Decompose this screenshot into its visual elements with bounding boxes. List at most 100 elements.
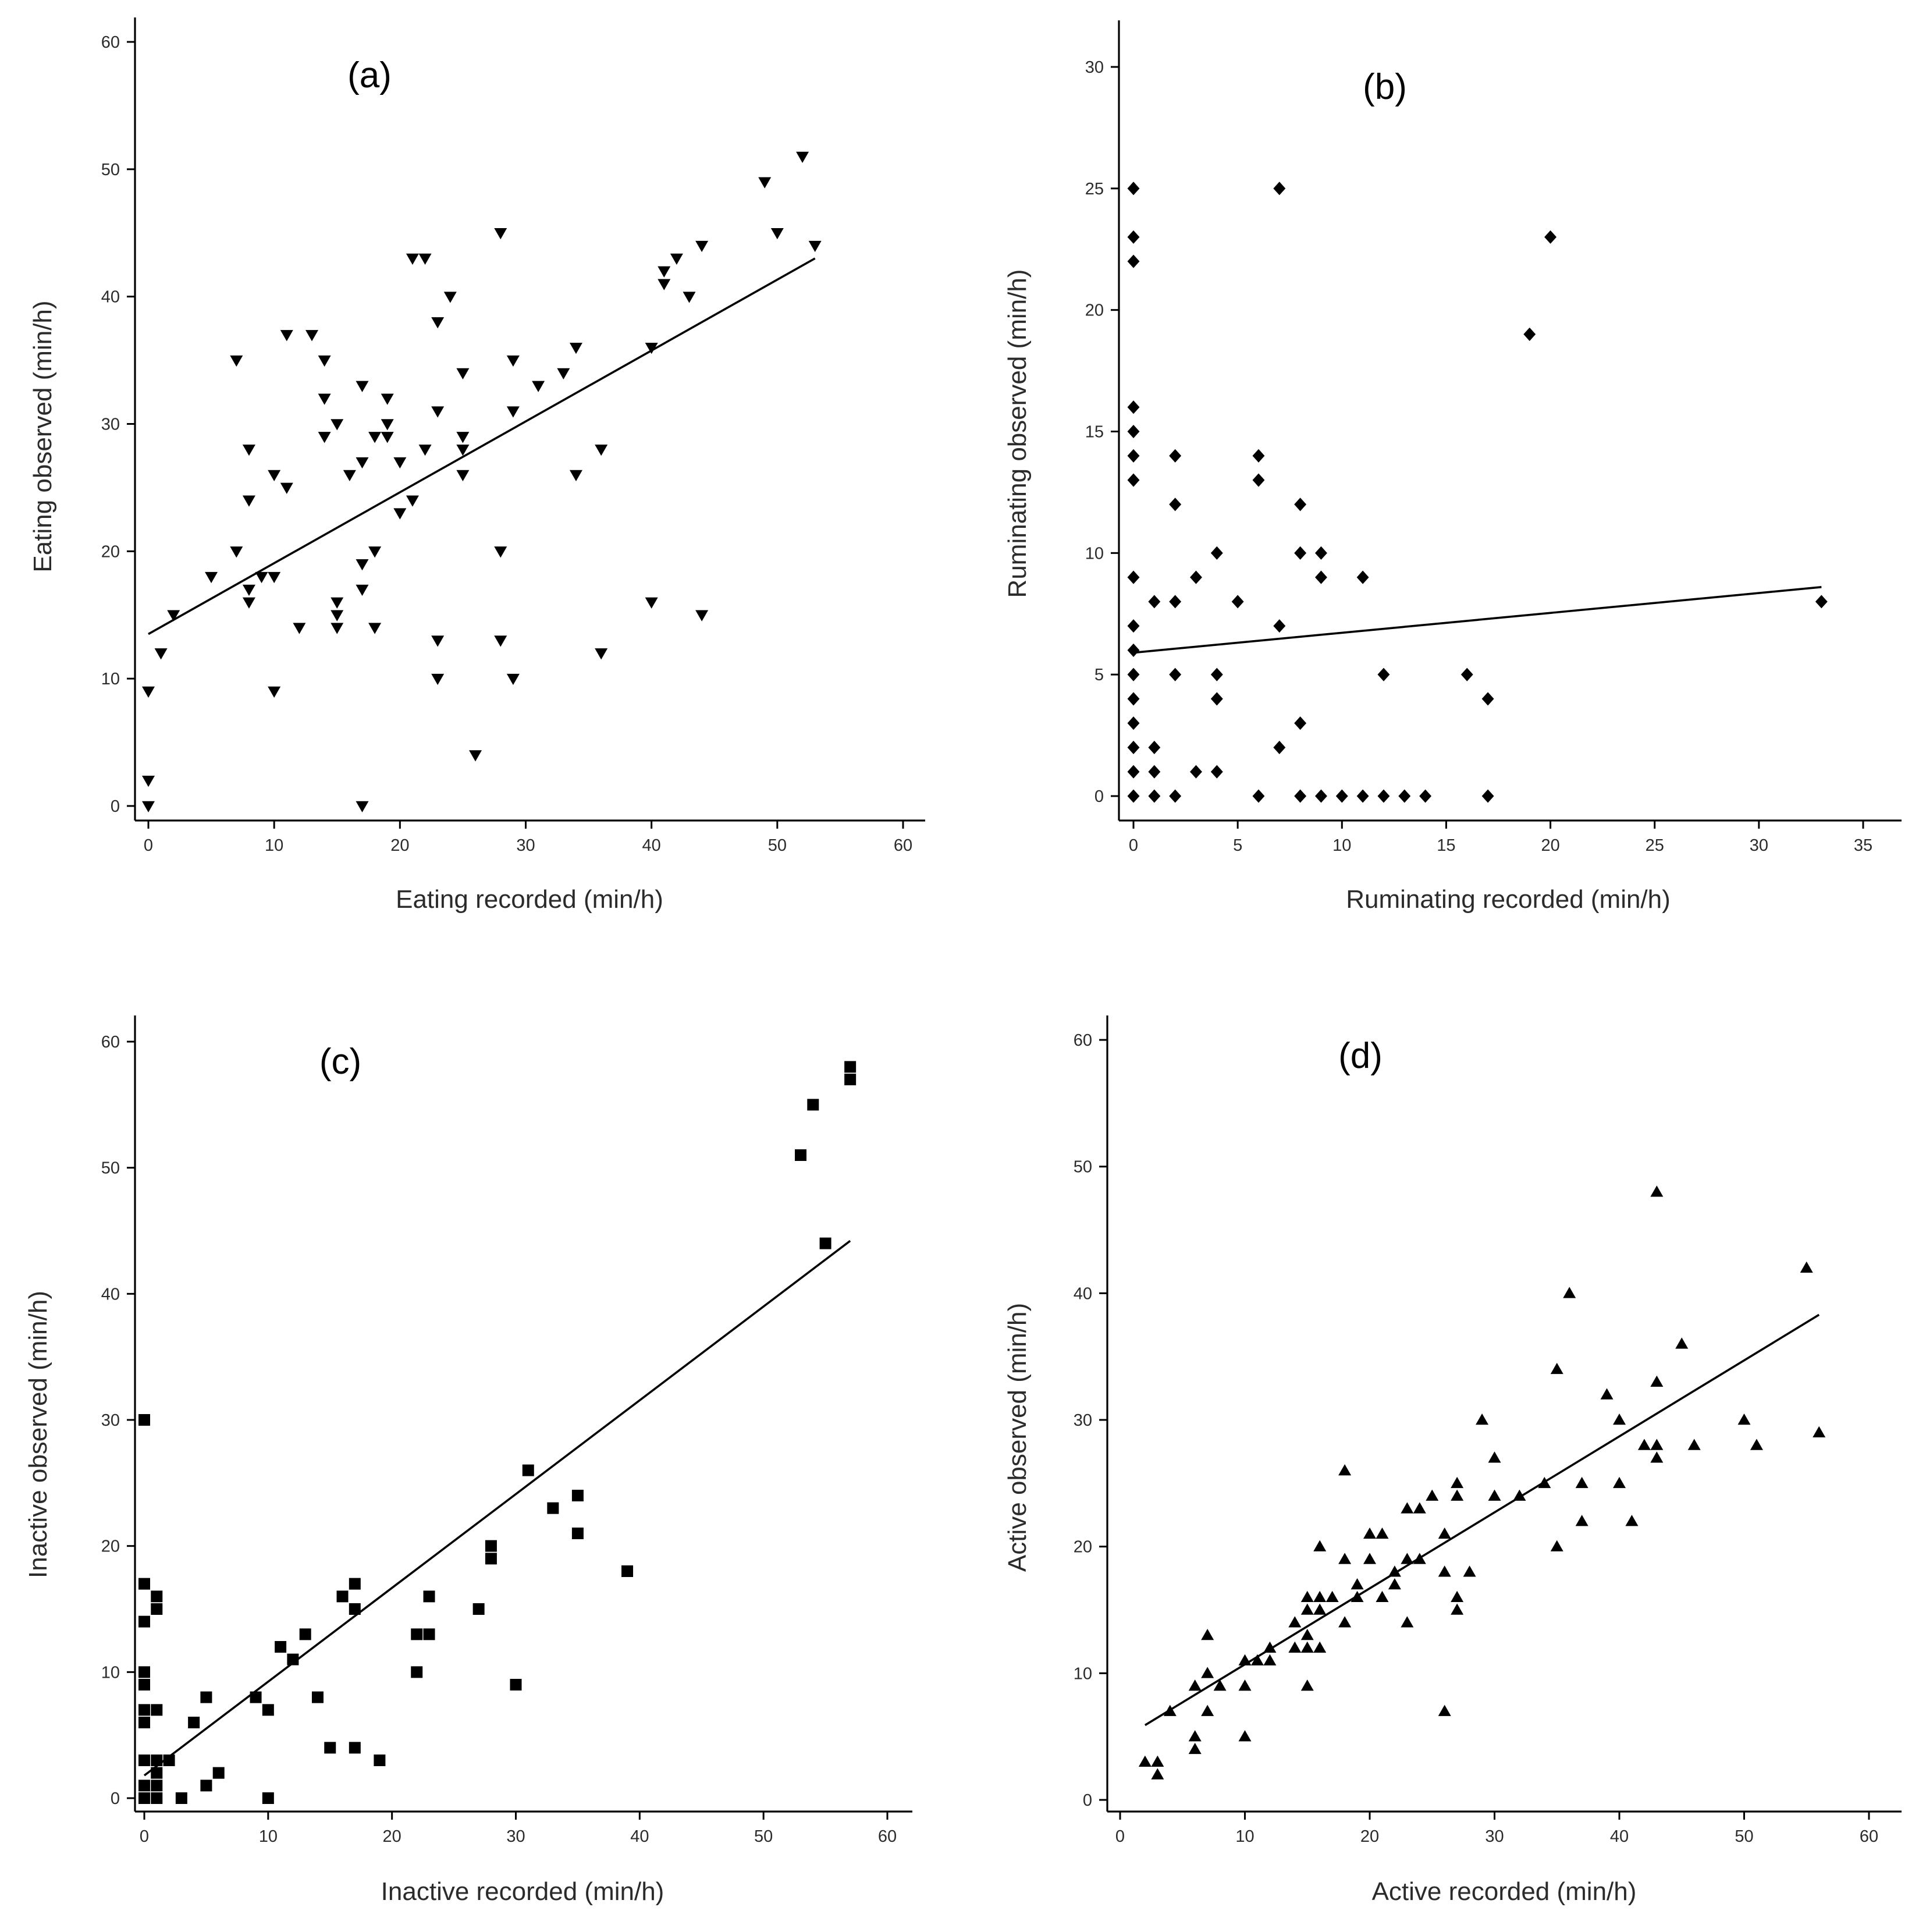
- x-tick-label: 40: [642, 836, 661, 855]
- data-point: [695, 240, 709, 253]
- data-point: [1127, 643, 1140, 657]
- data-point: [268, 470, 281, 482]
- panel-b-ylabel: Ruminating observed (min/h): [1003, 269, 1032, 598]
- data-point: [287, 1653, 299, 1665]
- data-point: [456, 470, 470, 482]
- data-point: [349, 1578, 361, 1590]
- data-point: [1148, 765, 1161, 779]
- data-point: [1550, 1540, 1563, 1551]
- x-tick-label: 30: [516, 836, 535, 855]
- data-point: [1313, 1540, 1327, 1551]
- y-tick-label: 5: [1094, 666, 1104, 684]
- data-point: [1401, 1616, 1414, 1628]
- data-point: [1338, 1553, 1352, 1564]
- y-tick-label: 25: [1085, 180, 1104, 198]
- panel-d-ylabel: Active observed (min/h): [1003, 1303, 1032, 1572]
- data-point: [431, 635, 445, 647]
- y-tick-label: 60: [101, 33, 120, 52]
- x-tick-label: 10: [1332, 836, 1351, 855]
- x-tick-label: 60: [894, 836, 912, 855]
- y-tick-label: 0: [1083, 1791, 1092, 1810]
- data-point: [331, 419, 344, 431]
- data-point: [1377, 667, 1390, 681]
- data-point: [658, 266, 671, 278]
- panel-b-xlabel: Ruminating recorded (min/h): [1346, 885, 1671, 914]
- data-point: [1127, 667, 1140, 681]
- data-point: [1151, 1755, 1164, 1767]
- data-point: [1294, 498, 1307, 512]
- data-point: [374, 1755, 386, 1766]
- data-point: [1190, 570, 1202, 584]
- data-point: [1351, 1590, 1364, 1602]
- data-point: [349, 1742, 361, 1754]
- regression-line: [1133, 586, 1822, 654]
- data-point: [494, 546, 507, 558]
- data-point: [1363, 1553, 1376, 1564]
- data-point: [1263, 1654, 1277, 1665]
- panel-a-xlabel: Eating recorded (min/h): [396, 885, 663, 914]
- data-point: [349, 1603, 361, 1615]
- data-point: [1127, 740, 1140, 755]
- data-point: [368, 623, 382, 634]
- data-point: [1550, 1362, 1563, 1375]
- data-point: [1263, 1641, 1277, 1653]
- data-point: [494, 228, 507, 240]
- data-point: [423, 1628, 435, 1640]
- data-point: [356, 381, 369, 392]
- data-point: [1300, 1641, 1314, 1653]
- y-tick-label: 20: [1085, 301, 1104, 320]
- data-point: [250, 1691, 262, 1703]
- panel-c-ylabel: Inactive observed (min/h): [24, 1291, 52, 1578]
- data-point: [1169, 667, 1182, 681]
- data-point: [1210, 667, 1223, 681]
- data-point: [167, 610, 180, 621]
- data-point: [1127, 182, 1140, 196]
- y-tick-label: 10: [101, 670, 120, 688]
- data-point: [1238, 1730, 1252, 1742]
- data-point: [1426, 1489, 1439, 1501]
- data-point: [456, 432, 470, 443]
- data-point: [1300, 1629, 1314, 1640]
- data-point: [1563, 1287, 1576, 1298]
- data-point: [1300, 1679, 1314, 1691]
- data-point: [1201, 1629, 1214, 1640]
- y-tick-label: 0: [111, 1789, 120, 1808]
- data-point: [1650, 1451, 1664, 1463]
- data-point: [1313, 1641, 1327, 1653]
- y-tick-label: 60: [101, 1033, 120, 1052]
- data-point: [381, 419, 394, 431]
- data-point: [807, 1099, 819, 1111]
- data-point: [1188, 1730, 1202, 1742]
- data-point: [142, 686, 155, 698]
- data-point: [1476, 1414, 1489, 1425]
- x-tick-label: 40: [630, 1827, 649, 1846]
- data-point: [569, 470, 582, 482]
- data-point: [1294, 546, 1307, 560]
- data-point: [406, 253, 419, 265]
- data-point: [1451, 1590, 1464, 1602]
- data-point: [411, 1628, 423, 1640]
- x-tick-label: 50: [1735, 1827, 1753, 1846]
- data-point: [1201, 1704, 1214, 1716]
- data-point: [1288, 1641, 1302, 1653]
- data-point: [1356, 570, 1369, 584]
- data-point: [1127, 692, 1140, 706]
- data-point: [1613, 1414, 1626, 1425]
- data-point: [336, 1590, 349, 1603]
- panel-d-xlabel: Active recorded (min/h): [1372, 1877, 1637, 1906]
- data-point: [844, 1074, 857, 1085]
- data-point: [1250, 1654, 1264, 1665]
- data-point: [1313, 1590, 1327, 1602]
- data-point: [1413, 1553, 1426, 1564]
- data-point: [138, 1755, 150, 1766]
- data-point: [151, 1603, 163, 1615]
- data-point: [1438, 1565, 1451, 1577]
- data-point: [1151, 1768, 1164, 1780]
- data-point: [1815, 595, 1828, 609]
- data-point: [138, 1578, 150, 1590]
- data-point: [142, 801, 155, 812]
- data-point: [1513, 1489, 1526, 1501]
- data-point: [293, 623, 306, 634]
- data-point: [311, 1691, 324, 1703]
